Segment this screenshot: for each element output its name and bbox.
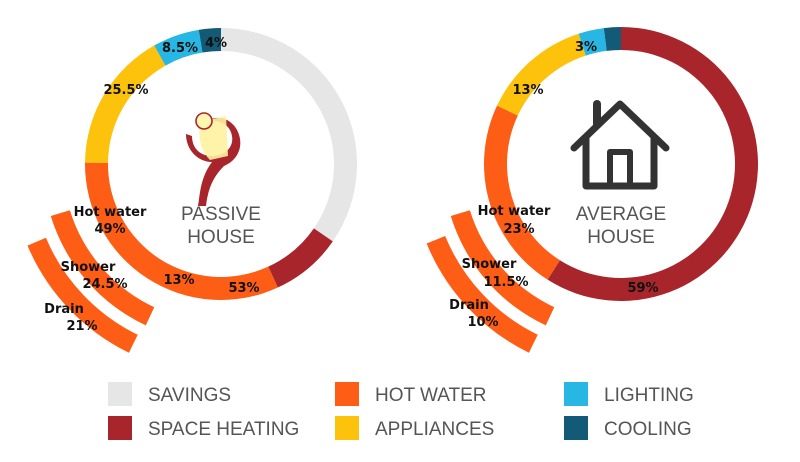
legend-swatch-savings: [108, 382, 132, 406]
legend-label-savings: SAVINGS: [148, 385, 231, 406]
average-bar-drain: [426, 235, 538, 353]
passive-label-space-heating: 13%: [163, 273, 194, 288]
average-label-hot-water: 23%: [503, 222, 534, 237]
average-slice-appliances: [497, 33, 586, 116]
average-slice-lighting: [578, 28, 607, 56]
legend-swatch-appliances: [335, 416, 359, 440]
average-bar-shower: [450, 210, 555, 326]
legend-swatch-cooling: [564, 416, 588, 440]
average-slice-space-heating: [547, 27, 759, 301]
average-label-hot-water-name: Hot water: [478, 204, 551, 219]
house-icon: [570, 100, 670, 190]
legend-swatch-lighting: [564, 382, 588, 406]
average-slice-cooling: [603, 27, 621, 51]
passive-center-line-1: PASSIVE: [181, 204, 261, 225]
passive-label-savings: 53%: [228, 281, 259, 296]
passive-label-drain-name: Drain: [44, 302, 84, 317]
legend-label-appliances: APPLIANCES: [375, 419, 494, 440]
passive-slice-appliances: [85, 45, 166, 163]
legend-label-lighting: LIGHTING: [604, 385, 694, 406]
average-label-drain: 10%: [467, 315, 498, 330]
passive-label-shower-name: Shower: [61, 260, 116, 275]
passive-label-appliances: 25.5%: [103, 83, 148, 98]
passive-house-donut: PASSIVE HOUSE 4% 8.5% 25.5% Hot water 49…: [27, 28, 357, 353]
passive-house-logo: [186, 112, 241, 206]
average-label-space-heating: 59%: [627, 281, 658, 296]
average-slice-hot-water: [483, 105, 560, 280]
average-label-drain-name: Drain: [449, 298, 489, 313]
average-house-donut: AVERAGE HOUSE 3% 13% Hot water 23% 59% S…: [426, 27, 759, 353]
passive-label-lighting: 8.5%: [162, 41, 198, 56]
average-center-line-2: HOUSE: [587, 227, 655, 248]
passive-slice-lighting: [154, 29, 203, 66]
average-center-line-1: AVERAGE: [576, 204, 666, 225]
passive-label-shower: 24.5%: [82, 277, 127, 292]
passive-center-line-2: HOUSE: [187, 227, 255, 248]
passive-label-hot-water-name: Hot water: [74, 205, 147, 220]
passive-bar-drain: [27, 237, 138, 353]
legend-swatch-space-heating: [108, 416, 132, 440]
legend-swatch-hot-water: [335, 382, 359, 406]
passive-slice-cooling: [198, 28, 221, 53]
passive-slice-space-heating: [268, 228, 333, 288]
passive-label-drain: 21%: [66, 319, 97, 334]
legend-label-hot-water: HOT WATER: [375, 385, 487, 406]
legend-label-space-heating: SPACE HEATING: [148, 419, 299, 440]
legend-label-cooling: COOLING: [604, 419, 692, 440]
passive-label-hot-water: 49%: [94, 222, 125, 237]
average-label-lighting: 3%: [575, 40, 597, 55]
legend: SAVINGS SPACE HEATING HOT WATER APPLIANC…: [108, 382, 694, 440]
average-label-shower: 11.5%: [483, 275, 528, 290]
passive-slice-savings: [221, 28, 357, 242]
average-label-shower-name: Shower: [462, 257, 517, 272]
passive-label-cooling: 4%: [205, 36, 227, 51]
average-label-appliances: 13%: [512, 83, 543, 98]
passive-slice-hot-water: [84, 162, 278, 300]
passive-bar-shower: [50, 210, 155, 326]
